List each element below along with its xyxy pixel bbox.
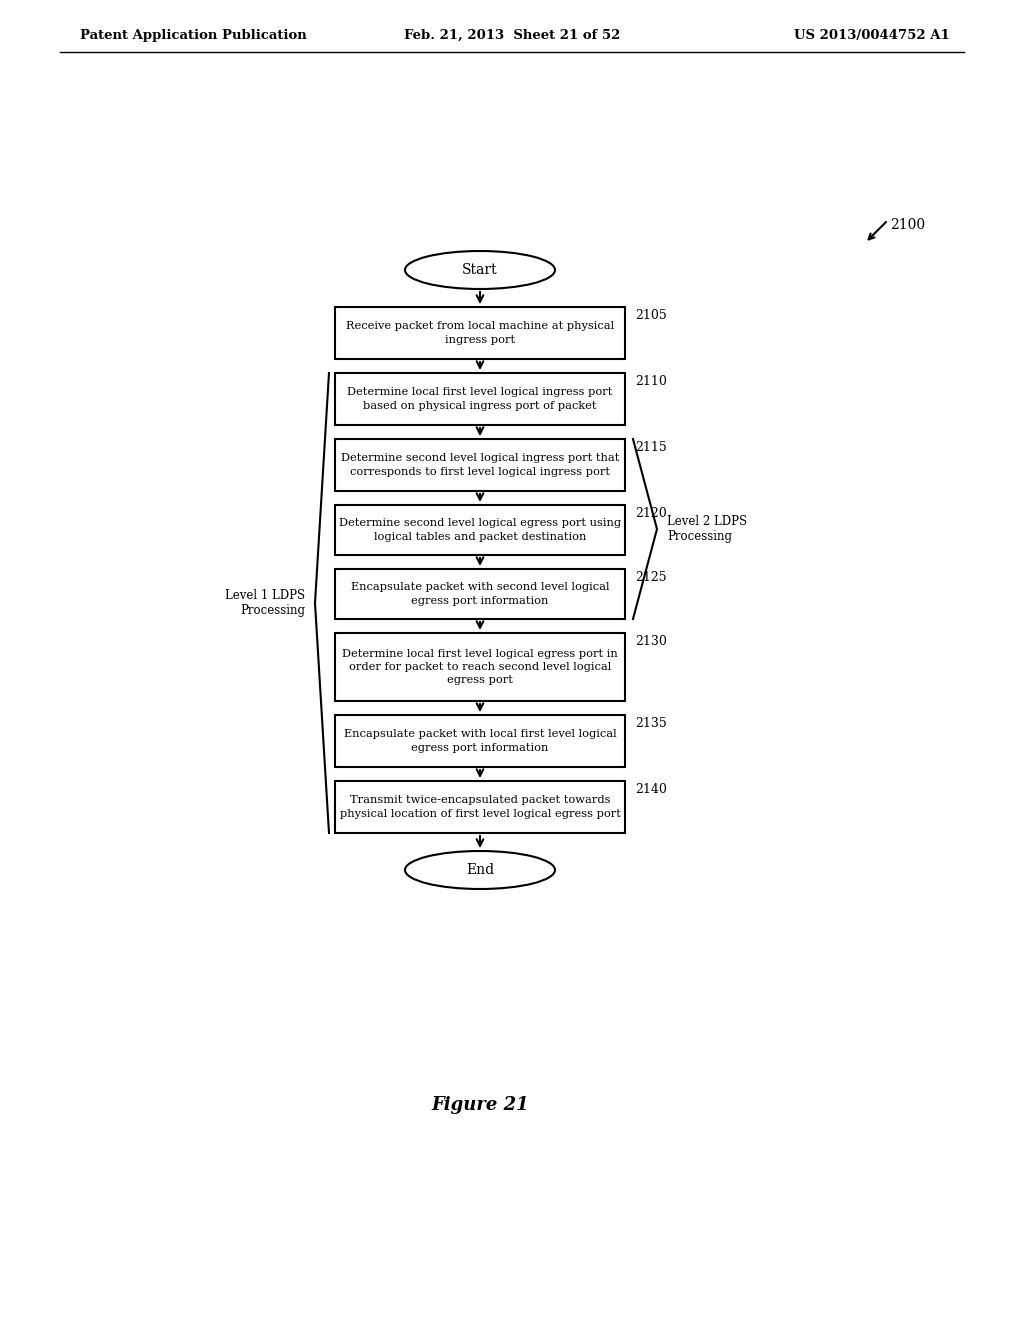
Ellipse shape [406, 851, 555, 888]
Bar [335, 569, 625, 619]
Text: 2130: 2130 [635, 635, 667, 648]
Bar [335, 374, 625, 425]
Text: Figure 21: Figure 21 [431, 1096, 528, 1114]
Text: Patent Application Publication: Patent Application Publication [80, 29, 307, 41]
Bar [335, 308, 625, 359]
Bar [335, 634, 625, 701]
Text: 2110: 2110 [635, 375, 667, 388]
Text: US 2013/0044752 A1: US 2013/0044752 A1 [795, 29, 950, 41]
Bar [335, 715, 625, 767]
Text: Level 2 LDPS
Processing: Level 2 LDPS Processing [667, 515, 748, 543]
Text: Transmit twice-encapsulated packet towards
physical location of first level logi: Transmit twice-encapsulated packet towar… [340, 796, 621, 818]
Text: Encapsulate packet with second level logical
egress port information: Encapsulate packet with second level log… [351, 582, 609, 606]
Text: Level 1 LDPS
Processing: Level 1 LDPS Processing [225, 589, 305, 616]
Text: Determine second level logical egress port using
logical tables and packet desti: Determine second level logical egress po… [339, 519, 622, 541]
Text: 2140: 2140 [635, 783, 667, 796]
Text: Feb. 21, 2013  Sheet 21 of 52: Feb. 21, 2013 Sheet 21 of 52 [403, 29, 621, 41]
Bar [335, 440, 625, 491]
Text: 2125: 2125 [635, 572, 667, 583]
Text: End: End [466, 863, 494, 876]
Bar [335, 506, 625, 554]
Text: Start: Start [462, 263, 498, 277]
Text: Determine second level logical ingress port that
corresponds to first level logi: Determine second level logical ingress p… [341, 453, 620, 477]
Text: Receive packet from local machine at physical
ingress port: Receive packet from local machine at phy… [346, 321, 614, 345]
Text: 2120: 2120 [635, 507, 667, 520]
Ellipse shape [406, 251, 555, 289]
Text: 2135: 2135 [635, 717, 667, 730]
Bar [335, 781, 625, 833]
Text: Determine local first level logical egress port in
order for packet to reach sec: Determine local first level logical egre… [342, 649, 617, 685]
Text: 2115: 2115 [635, 441, 667, 454]
Text: Encapsulate packet with local first level logical
egress port information: Encapsulate packet with local first leve… [344, 730, 616, 752]
Text: 2100: 2100 [890, 218, 925, 232]
Text: Determine local first level logical ingress port
based on physical ingress port : Determine local first level logical ingr… [347, 387, 612, 411]
Text: 2105: 2105 [635, 309, 667, 322]
